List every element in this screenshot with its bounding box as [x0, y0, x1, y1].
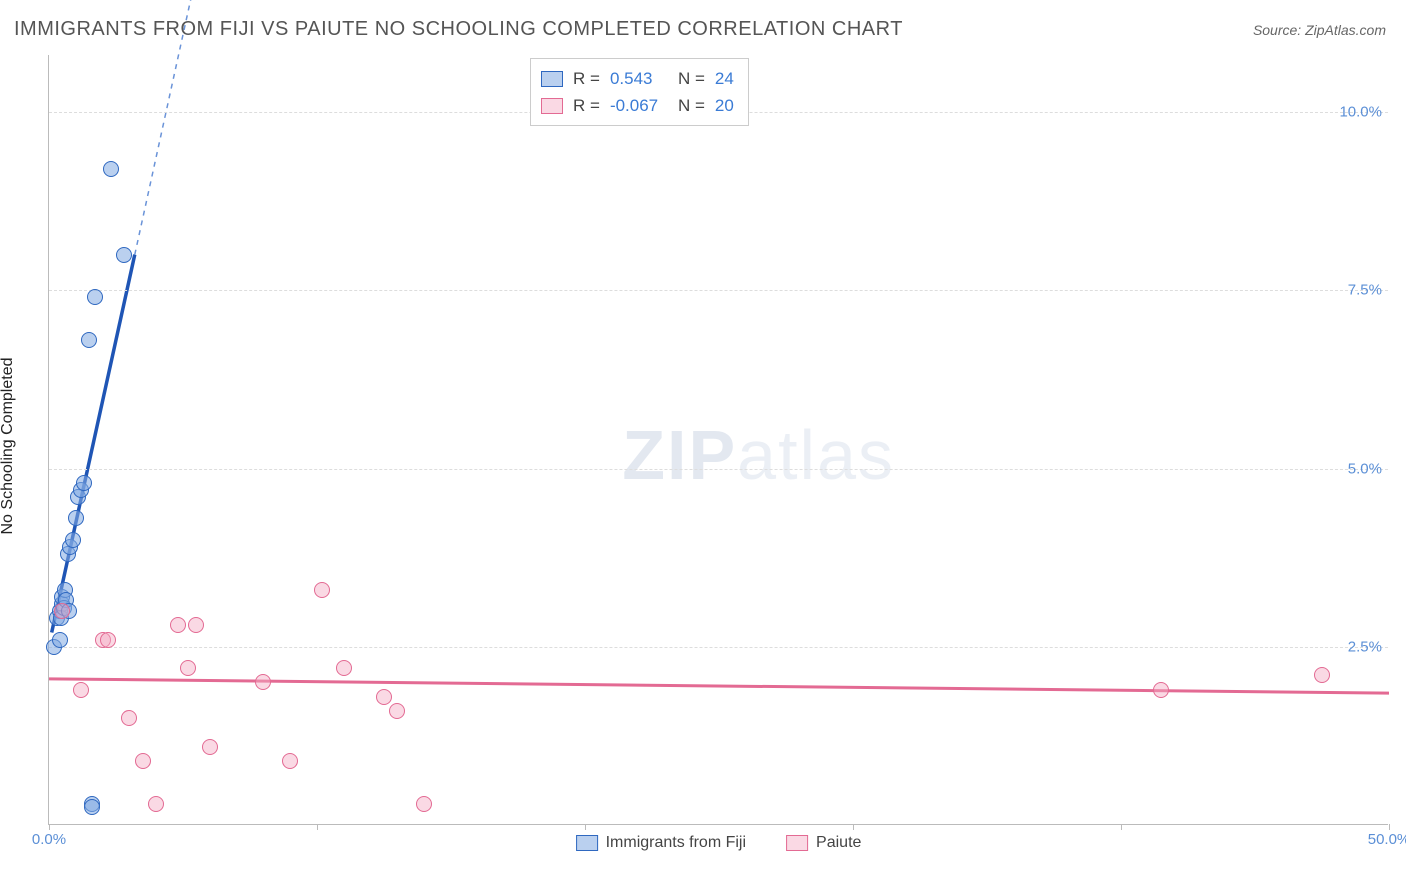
data-point — [76, 475, 92, 491]
legend-stats-box: R = 0.543 N = 24 R = -0.067 N = 20 — [530, 58, 749, 126]
legend-stat-row: R = 0.543 N = 24 — [541, 65, 734, 92]
gridline-h — [49, 469, 1388, 470]
data-point — [103, 161, 119, 177]
data-point — [336, 660, 352, 676]
legend-n-value: 24 — [715, 65, 734, 92]
data-point — [1153, 682, 1169, 698]
legend-swatch — [576, 835, 598, 851]
data-point — [376, 689, 392, 705]
legend-r-value: 0.543 — [610, 65, 668, 92]
chart-title: IMMIGRANTS FROM FIJI VS PAIUTE NO SCHOOL… — [14, 18, 903, 41]
scatter-plot: ZIPatlas Immigrants from FijiPaiute 2.5%… — [48, 55, 1388, 825]
legend-bottom-item: Immigrants from Fiji — [576, 834, 746, 852]
y-tick-label: 5.0% — [1348, 460, 1382, 477]
data-point — [100, 632, 116, 648]
data-point — [170, 617, 186, 633]
y-tick-label: 7.5% — [1348, 282, 1382, 299]
legend-swatch — [541, 98, 563, 114]
data-point — [188, 617, 204, 633]
x-tick-mark — [585, 824, 586, 830]
legend-n-value: 20 — [715, 92, 734, 119]
data-point — [416, 796, 432, 812]
gridline-h — [49, 647, 1388, 648]
x-tick-mark — [1389, 824, 1390, 830]
legend-r-value: -0.067 — [610, 92, 668, 119]
data-point — [314, 582, 330, 598]
data-point — [116, 247, 132, 263]
legend-bottom: Immigrants from Fiji Paiute — [576, 834, 862, 852]
data-point — [180, 660, 196, 676]
legend-swatch — [786, 835, 808, 851]
trendlines-svg — [49, 55, 1389, 825]
legend-series-label: Paiute — [816, 834, 861, 851]
legend-n-label: N = — [678, 92, 705, 119]
data-point — [52, 632, 68, 648]
data-point — [202, 739, 218, 755]
legend-r-label: R = — [573, 92, 600, 119]
data-point — [81, 332, 97, 348]
data-point — [389, 703, 405, 719]
data-point — [121, 710, 137, 726]
data-point — [282, 753, 298, 769]
source-label: Source: ZipAtlas.com — [1253, 22, 1386, 38]
x-tick-mark — [853, 824, 854, 830]
legend-stat-row: R = -0.067 N = 20 — [541, 92, 734, 119]
legend-series-label: Immigrants from Fiji — [606, 834, 746, 851]
data-point — [255, 674, 271, 690]
data-point — [135, 753, 151, 769]
x-tick-mark — [49, 824, 50, 830]
data-point — [65, 532, 81, 548]
x-tick-label: 0.0% — [32, 831, 66, 848]
data-point — [84, 799, 100, 815]
y-axis-label: No Schooling Completed — [0, 358, 17, 535]
legend-n-label: N = — [678, 65, 705, 92]
gridline-h — [49, 290, 1388, 291]
y-tick-label: 10.0% — [1339, 104, 1382, 121]
x-tick-label: 50.0% — [1368, 831, 1406, 848]
legend-bottom-item: Paiute — [786, 834, 861, 852]
data-point — [148, 796, 164, 812]
y-tick-label: 2.5% — [1348, 638, 1382, 655]
data-point — [1314, 667, 1330, 683]
x-tick-mark — [1121, 824, 1122, 830]
data-point — [54, 603, 70, 619]
data-point — [73, 682, 89, 698]
data-point — [87, 289, 103, 305]
legend-r-label: R = — [573, 65, 600, 92]
data-point — [68, 510, 84, 526]
x-tick-mark — [317, 824, 318, 830]
legend-swatch — [541, 71, 563, 87]
